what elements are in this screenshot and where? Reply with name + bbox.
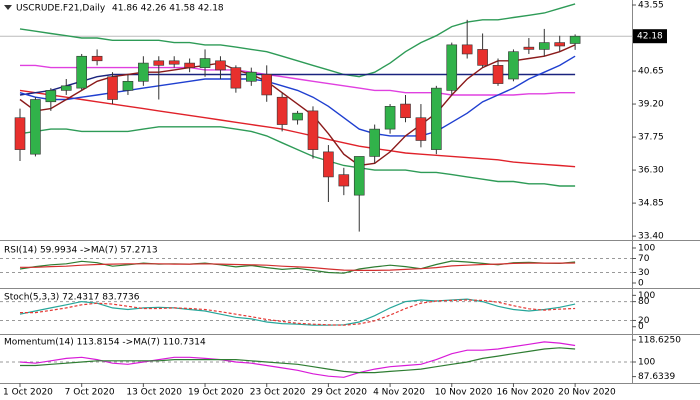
indicator-line: [19, 3, 576, 78]
indicator-line: [20, 347, 576, 374]
y-tick-label: 37.75: [638, 133, 664, 143]
candle-body: [415, 117, 427, 141]
candle-body: [492, 65, 504, 84]
x-tick-label: 7 Oct 2020: [65, 388, 115, 398]
y-tick-label: 20: [638, 316, 650, 326]
y-tick-label: 34.85: [638, 199, 664, 209]
panel-title: Stoch(5,3,3) 72.4317 83.7736: [4, 293, 140, 303]
candle-body: [353, 156, 365, 196]
candle-body: [369, 128, 380, 157]
candle-body: [569, 35, 581, 44]
candle-body: [276, 96, 288, 125]
x-tick-label: 10 Nov 2020: [435, 388, 493, 398]
candle-body: [261, 74, 273, 96]
candle-body: [45, 90, 57, 103]
y-tick-label: 39.20: [638, 100, 664, 110]
candle-body: [323, 151, 334, 178]
candle-body: [60, 85, 72, 91]
candle-body: [184, 62, 195, 68]
candle-body: [107, 76, 118, 100]
y-tick-label: 30: [638, 268, 650, 278]
current-price-label: 42.18: [637, 32, 663, 42]
x-tick-label: 29 Oct 2020: [311, 388, 367, 398]
x-tick-label: 1 Oct 2020: [3, 388, 53, 398]
candle-body: [230, 67, 242, 89]
candle-body: [199, 58, 211, 68]
candle-body: [384, 106, 396, 130]
candle-body: [461, 44, 473, 55]
x-tick-label: 16 Nov 2020: [496, 388, 554, 398]
indicator-line: [20, 64, 576, 96]
chart-subtitle: 41.86 42.26 41.58 42.18: [112, 4, 224, 14]
current-price-box: [633, 29, 667, 44]
indicator-line: [19, 89, 576, 168]
y-tick-label: 0: [638, 322, 644, 332]
y-tick-label: 80: [638, 297, 650, 307]
x-tick-label: 23 Oct 2020: [250, 388, 306, 398]
menu-icon: [4, 5, 12, 10]
candle-body: [30, 99, 41, 155]
indicator-line: [19, 298, 576, 326]
candle-body: [14, 117, 26, 150]
indicator-line: [20, 262, 576, 271]
x-tick-label: 20 Nov 2020: [558, 388, 616, 398]
y-tick-label: 36.30: [638, 166, 664, 176]
y-tick-label: 100: [638, 244, 655, 254]
candle-body: [168, 60, 180, 65]
x-tick-label: 4 Nov 2020: [373, 388, 425, 398]
candle-body: [431, 87, 442, 150]
candle-body: [538, 42, 550, 50]
indicator-line: [19, 341, 576, 378]
indicator-line: [19, 260, 576, 274]
candle-body: [76, 55, 87, 89]
candle-body: [477, 49, 488, 66]
panel-title: RSI(14) 59.9934 ->MA(7) 57.2713: [4, 246, 158, 256]
candle-body: [400, 103, 411, 119]
x-tick-label: 19 Oct 2020: [188, 388, 244, 398]
candle-body: [523, 46, 535, 50]
candle-body: [307, 110, 319, 150]
candle-body: [508, 51, 519, 80]
y-tick-label: 0: [638, 279, 644, 289]
candle-body: [446, 44, 458, 91]
y-tick-label: 100: [638, 357, 655, 367]
candle-body: [138, 62, 149, 82]
y-tick-label: 43.55: [638, 1, 664, 11]
y-tick-label: 87.6339: [638, 372, 675, 382]
candle-body: [554, 42, 566, 47]
y-tick-label: 70: [638, 254, 650, 264]
candle-body: [153, 60, 165, 66]
y-tick-label: 40.65: [638, 67, 664, 77]
panel-title: Momentum(14) 113.8154 ->MA(7) 110.7314: [4, 338, 206, 348]
candle-body: [292, 112, 303, 121]
y-tick-label: 118.6250: [638, 335, 681, 345]
candle-body: [246, 71, 257, 82]
indicator-line: [19, 126, 576, 187]
chart-title: USCRUDE.F21,Daily: [16, 4, 106, 14]
candle-body: [122, 80, 134, 91]
y-tick-label: 100: [638, 291, 655, 301]
candle-body: [91, 55, 103, 62]
candle-body: [338, 174, 350, 187]
y-tick-label: 33.40: [638, 232, 664, 242]
candle-body: [215, 60, 226, 71]
x-tick-label: 13 Oct 2020: [126, 388, 182, 398]
